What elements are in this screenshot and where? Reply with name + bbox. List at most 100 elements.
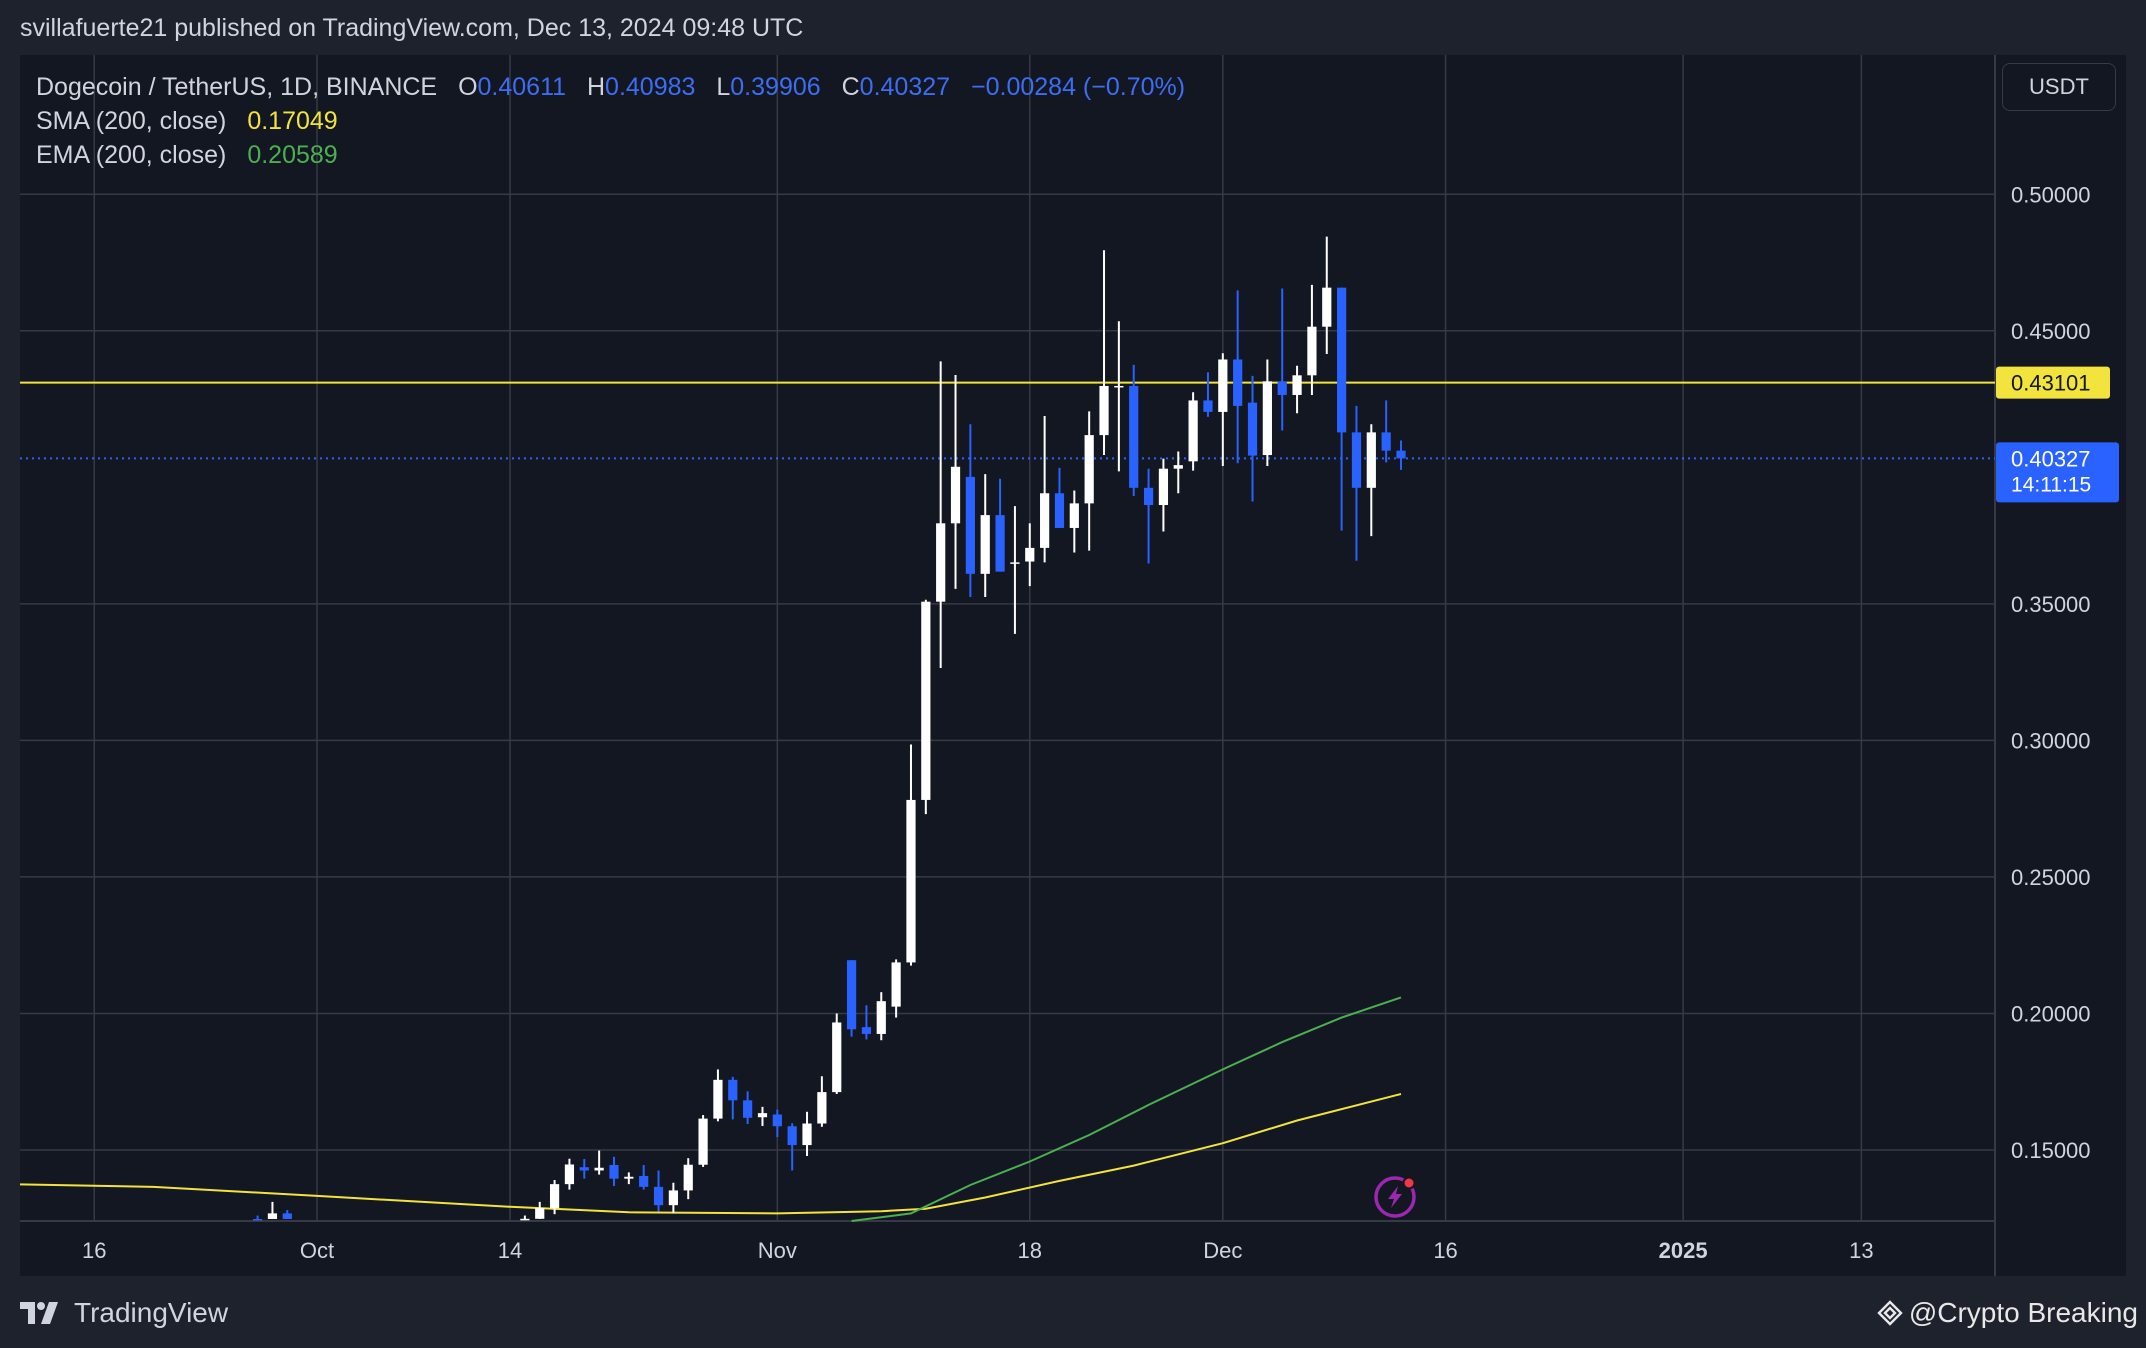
candle-body xyxy=(282,1213,292,1219)
candle xyxy=(817,1076,827,1127)
candle xyxy=(267,1201,278,1219)
candle xyxy=(1143,468,1154,564)
price-axis[interactable]: 0.50000 0.45000 0.35000 0.30000 0.25000 0.200… xyxy=(2011,182,2091,1163)
time-axis[interactable]: 16 Oct 14 Nov 18 Dec 16 2025 13 xyxy=(82,1238,1874,1263)
candle-body xyxy=(1173,465,1183,469)
ema-value: 0.20589 xyxy=(247,141,338,169)
candle xyxy=(832,1013,842,1095)
candle-body xyxy=(743,1100,753,1118)
candle-body xyxy=(624,1176,634,1179)
candle xyxy=(1203,372,1213,417)
candle xyxy=(653,1170,664,1212)
time-tick-label: 16 xyxy=(82,1238,106,1263)
candle xyxy=(579,1159,589,1179)
candle xyxy=(965,424,975,598)
candle-body xyxy=(832,1022,842,1093)
candle-body xyxy=(921,601,931,800)
candle-body xyxy=(579,1167,589,1171)
candle xyxy=(1292,365,1302,414)
moving-averages xyxy=(19,996,1402,1222)
candle xyxy=(787,1123,797,1171)
candle xyxy=(936,361,946,669)
candle-body xyxy=(713,1079,723,1119)
candle xyxy=(1218,353,1228,466)
time-axis-area xyxy=(20,1221,1995,1276)
price-tick-label: 0.25000 xyxy=(2011,865,2091,890)
time-tick-label: Oct xyxy=(300,1238,334,1263)
price-axis-area xyxy=(1995,55,2126,1276)
time-tick-label: 13 xyxy=(1849,1238,1873,1263)
candle-body xyxy=(1143,487,1154,506)
legend-sma-row[interactable]: SMA (200, close) 0.17049 xyxy=(36,104,1185,138)
lightning-icon[interactable] xyxy=(1374,1176,1416,1218)
price-tick-label: 0.45000 xyxy=(2011,319,2091,344)
legend-ema-row[interactable]: EMA (200, close) 0.20589 xyxy=(36,138,1185,172)
candles xyxy=(252,236,1406,1221)
candle xyxy=(1307,284,1317,395)
low-value: 0.39906 xyxy=(730,73,821,101)
candle-body xyxy=(1337,287,1347,433)
brand-name: TradingView xyxy=(74,1297,229,1328)
grid xyxy=(20,55,1995,1221)
candle xyxy=(1084,411,1094,551)
candle-body xyxy=(936,523,946,602)
low-key: L xyxy=(716,73,731,101)
candle-body xyxy=(906,799,916,963)
candle-body xyxy=(1084,435,1094,504)
sma-label: SMA (200, close) xyxy=(36,107,227,135)
candle-body xyxy=(683,1164,693,1191)
currency-button[interactable]: USDT xyxy=(2002,63,2116,111)
chart-legend: Dogecoin / TetherUS, 1D, BINANCE O0.4061… xyxy=(36,70,1185,172)
change-value: −0.00284 (−0.70%) xyxy=(971,73,1186,101)
candle-body xyxy=(817,1092,827,1124)
last-price-label-bg xyxy=(1996,442,2119,503)
candle xyxy=(1188,392,1198,471)
tradingview-logo-icon xyxy=(20,1302,58,1324)
candle xyxy=(1025,523,1035,587)
candle xyxy=(668,1182,678,1214)
tradingview-brand[interactable]: TradingView xyxy=(20,1297,228,1329)
candle xyxy=(1173,451,1183,494)
candle-body xyxy=(1247,402,1258,456)
time-tick-label: Nov xyxy=(758,1238,797,1263)
candle xyxy=(1381,400,1391,463)
close-value: 0.40327 xyxy=(859,73,951,101)
candle-body xyxy=(950,466,961,524)
candle-body xyxy=(772,1114,782,1127)
candle xyxy=(891,959,901,1018)
candle-body xyxy=(1203,400,1213,412)
candle-body xyxy=(267,1213,278,1219)
candle xyxy=(1040,415,1050,563)
candle-body xyxy=(564,1164,575,1185)
horizontal-lines xyxy=(20,381,1995,460)
candle xyxy=(1366,424,1376,537)
candle-body xyxy=(252,1219,263,1221)
candle xyxy=(282,1210,292,1219)
candle-body xyxy=(876,1001,886,1034)
candle xyxy=(1247,375,1258,502)
candle xyxy=(624,1172,634,1185)
candle xyxy=(1337,287,1347,531)
symbol-name[interactable]: Dogecoin / TetherUS, 1D, BINANCE xyxy=(36,73,438,101)
high-value: 0.40983 xyxy=(605,73,696,101)
candle xyxy=(698,1115,708,1167)
candle xyxy=(980,474,990,598)
candle-body xyxy=(757,1113,768,1118)
candle-body xyxy=(1054,493,1065,528)
plot-area xyxy=(20,55,1995,1221)
candle xyxy=(564,1158,575,1190)
price-tick-label: 0.30000 xyxy=(2011,728,2091,753)
sma-value: 0.17049 xyxy=(247,107,338,135)
time-tick-label: 16 xyxy=(1433,1238,1457,1263)
candle-body xyxy=(1277,381,1287,395)
candle xyxy=(683,1158,693,1200)
candle xyxy=(520,1215,530,1221)
candle xyxy=(728,1076,738,1120)
footer-bar xyxy=(0,1280,2146,1348)
candle-body xyxy=(1351,432,1362,488)
last-price-text: 0.40327 xyxy=(2011,446,2091,471)
time-tick-label: 18 xyxy=(1018,1238,1042,1263)
ema-line xyxy=(851,996,1402,1222)
sma-line xyxy=(19,1093,1402,1215)
